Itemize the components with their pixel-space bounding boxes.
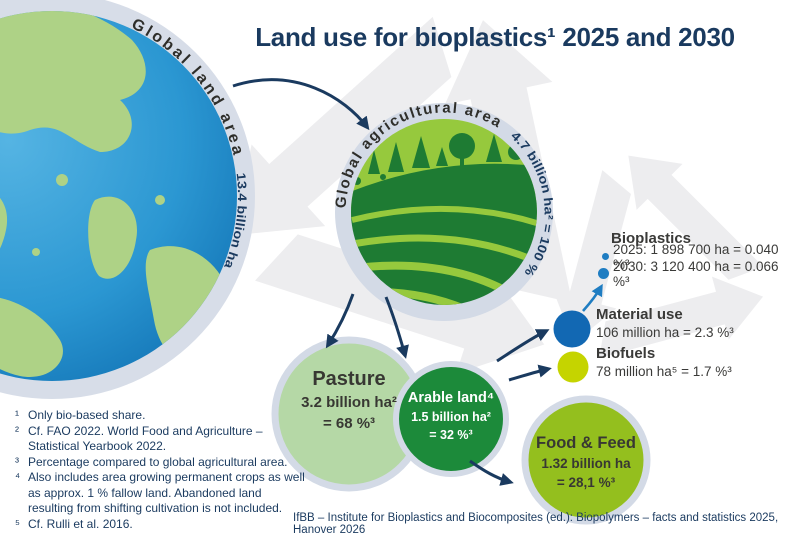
footnote-2: ² Cf. FAO 2022. World Food and Agricultu…	[15, 424, 307, 455]
arrow-agriculture-to-pasture	[325, 293, 355, 349]
bioplastics-2025-value: 2025: 1 898 700 ha = 0.040 %³	[613, 241, 779, 272]
footnote-1: ¹ Only bio-based share.	[15, 408, 307, 424]
arable-area: 1.5 billion ha²	[411, 410, 491, 424]
pasture-label: Pasture 3.2 billion ha² = 68 %³	[269, 366, 429, 434]
footnote-5-text: Cf. Rulli et al. 2016.	[28, 516, 133, 531]
footnote-3-text: Percentage compared to global agricultur…	[28, 454, 288, 469]
globe	[0, 0, 255, 399]
footnote-4: ⁴ Also includes area growing permanent c…	[15, 470, 307, 517]
bioplastics-block: Bioplastics 2025: 1 898 700 ha = 0.040 %…	[598, 230, 798, 289]
footnote-5-marker: ⁵	[15, 516, 20, 531]
material-use-label: Material use 106 million ha = 2.3 %³	[596, 306, 796, 341]
footnote-3-marker: ³	[15, 454, 19, 469]
bioplastics-item-2025: 2025: 1 898 700 ha = 0.040 %³	[598, 242, 798, 272]
bioplastics-title: Bioplastics	[611, 230, 692, 247]
arable-share: = 32 %³	[429, 428, 473, 442]
flow-arrows	[232, 78, 552, 486]
globe-continents	[0, 11, 232, 377]
bioplastics-2025-dot-icon	[602, 253, 609, 260]
source-attribution: IfBB – Institute for Bioplastics and Bio…	[293, 512, 779, 536]
footnote-2-marker: ²	[15, 423, 19, 438]
arrow-arable-to-food-feed	[469, 459, 514, 486]
material-use-name: Material use	[596, 306, 683, 323]
material-use-value: 106 million ha = 2.3 %³	[596, 325, 734, 340]
footnotes: ¹ Only bio-based share. ² Cf. FAO 2022. …	[15, 408, 307, 532]
pasture-area: 3.2 billion ha²	[301, 394, 397, 411]
footnote-4-marker: ⁴	[15, 470, 21, 484]
footnote-3: ³ Percentage compared to global agricult…	[15, 455, 307, 471]
biofuels-circle	[557, 351, 589, 383]
food-feed-share: = 28,1 %³	[556, 475, 616, 490]
arrow-globe-to-agriculture	[232, 78, 370, 131]
food-feed-circle	[521, 395, 651, 525]
food-feed-name: Food & Feed	[536, 434, 636, 452]
bioplastics-2030-dot-icon	[598, 268, 609, 279]
arable-land-circle	[393, 361, 509, 477]
biofuels-value: 78 million ha⁵ = 1.7 %³	[596, 364, 732, 379]
arrow-agriculture-to-arable	[384, 296, 409, 359]
food-feed-area: 1.32 billion ha	[541, 456, 631, 471]
field-illustration	[351, 119, 537, 305]
footnote-1-marker: ¹	[15, 408, 19, 422]
footnote-1-text: Only bio-based share.	[28, 408, 146, 422]
arrow-arable-to-material-use	[496, 329, 550, 363]
agricultural-area-circle	[335, 103, 553, 321]
bioplastics-item-2030: 2030: 3 120 400 ha = 0.066 %³	[598, 259, 798, 289]
biofuels-label: Biofuels 78 million ha⁵ = 1.7 %³	[596, 345, 796, 380]
pasture-name: Pasture	[312, 368, 386, 390]
arrow-arable-to-biofuels	[508, 364, 552, 382]
footnote-4-text: Also includes area growing permanent cro…	[28, 470, 305, 515]
arable-name: Arable land⁴	[407, 390, 495, 406]
page-title: Land use for bioplastics¹ 2025 and 2030	[255, 22, 735, 52]
food-feed-label: Food & Feed 1.32 billion ha = 28,1 %³	[516, 432, 656, 492]
arable-land-label: Arable land⁴ 1.5 billion ha² = 32 %³	[391, 389, 511, 444]
footnote-5: ⁵ Cf. Rulli et al. 2016.	[15, 517, 307, 533]
biofuels-name: Biofuels	[596, 345, 656, 362]
material-use-circle	[553, 310, 591, 348]
pasture-share: = 68 %³	[322, 415, 376, 432]
arrow-material-to-bioplastics	[582, 283, 603, 312]
footnote-2-text: Cf. FAO 2022. World Food and Agriculture…	[28, 423, 263, 454]
bioplastics-2030-value: 2030: 3 120 400 ha = 0.066 %³	[613, 258, 779, 289]
